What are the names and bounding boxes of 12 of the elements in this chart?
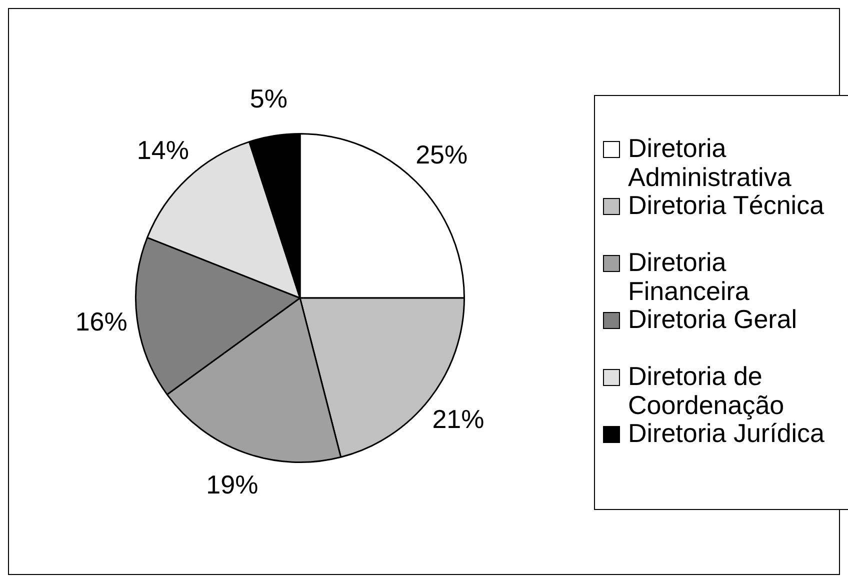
legend-label: Diretoria Administrativa — [628, 133, 792, 192]
data-label: 14% — [136, 135, 189, 166]
data-label: 16% — [75, 306, 128, 336]
legend-label: Diretoria Técnica — [628, 190, 826, 220]
data-label: 19% — [206, 470, 258, 500]
data-label: 5% — [250, 83, 288, 114]
data-label: 25% — [416, 140, 468, 170]
legend-label: Diretoria de Coordenação — [628, 361, 786, 420]
data-label: 21% — [432, 404, 484, 434]
legend-label: Diretoria Jurídica — [628, 418, 826, 448]
legend-label: Diretoria Financeira — [628, 247, 750, 306]
legend-label: Diretoria Geral — [628, 304, 798, 334]
